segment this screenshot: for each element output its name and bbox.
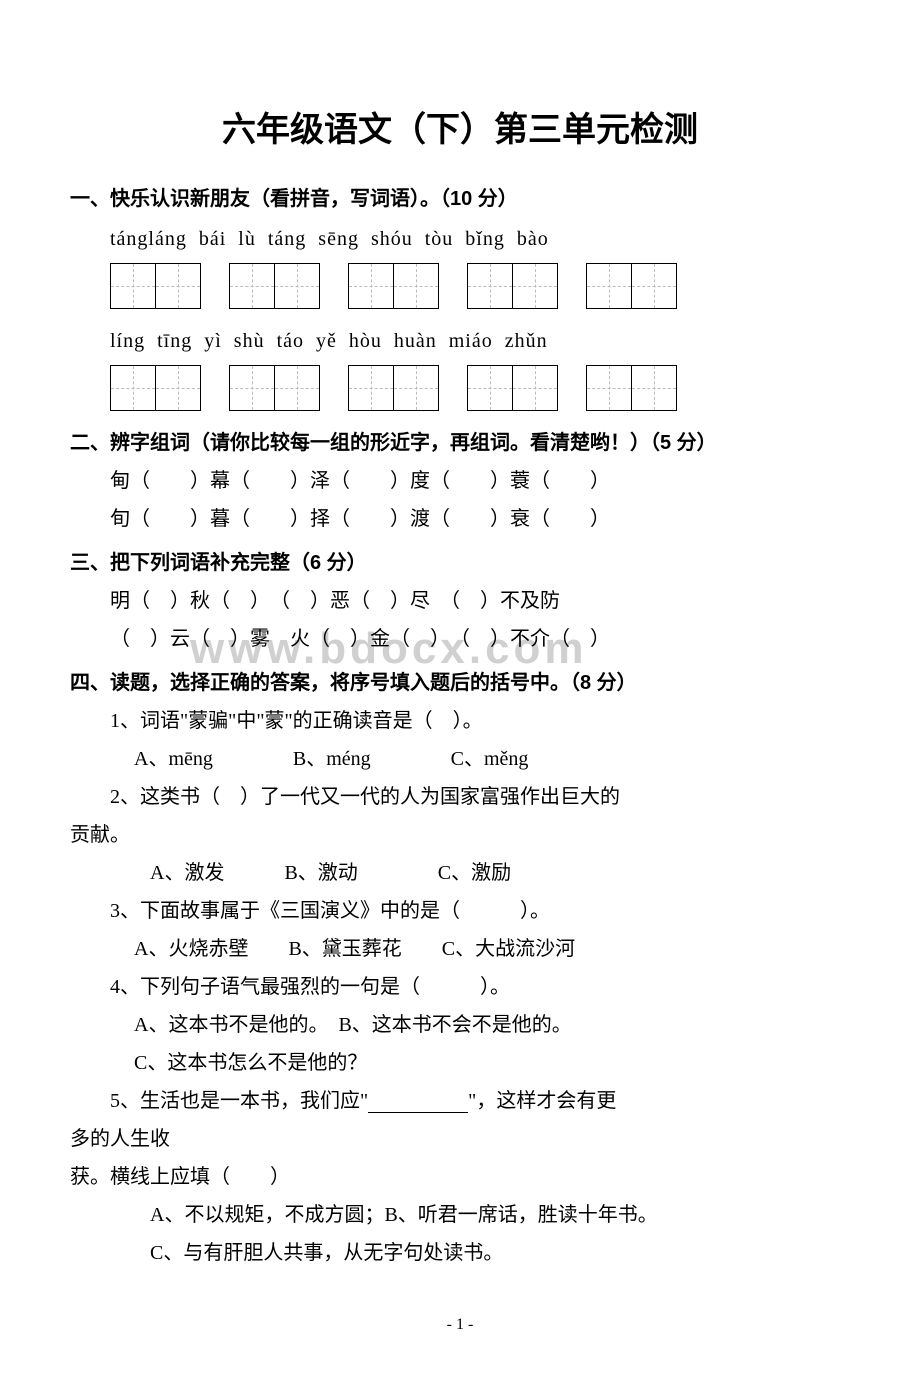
- box-group: [348, 365, 439, 411]
- q1-options: A、mēng B、méng C、měng: [70, 741, 850, 777]
- char-box[interactable]: [348, 365, 394, 411]
- char-box[interactable]: [393, 365, 439, 411]
- q2-text-1: 2、这类书（ ）了一代又一代的人为国家富强作出巨大的: [70, 779, 850, 815]
- char-box[interactable]: [586, 263, 632, 309]
- char-box[interactable]: [467, 263, 513, 309]
- section-2-header: 二、辨字组词（请你比较每一组的形近字，再组词。看清楚哟！）（5 分）: [70, 425, 850, 461]
- q5-text-2: "，这样才会有更: [468, 1090, 616, 1112]
- q4-text: 4、下列句子语气最强烈的一句是（ ）。: [70, 969, 850, 1005]
- pinyin-row-2: líng tīng yì shù táo yě hòu huàn miáo zh…: [70, 323, 850, 359]
- section-3-row-1: 明（ ）秋（ ） （ ）恶（ ）尽 （ ）不及防: [70, 583, 850, 619]
- char-box[interactable]: [512, 365, 558, 411]
- box-group: [586, 263, 677, 309]
- box-group: [110, 365, 201, 411]
- section-3-header: 三、把下列词语补充完整（6 分）: [70, 545, 850, 581]
- char-box[interactable]: [229, 263, 275, 309]
- q5-blank[interactable]: [368, 1090, 468, 1113]
- q1-text: 1、词语"蒙骗"中"蒙"的正确读音是（ ）。: [70, 703, 850, 739]
- q5-options-ab: A、不以规矩，不成方圆；B、听君一席话，胜读十年书。: [70, 1197, 850, 1233]
- char-box[interactable]: [229, 365, 275, 411]
- q2-options: A、激发 B、激动 C、激励: [70, 855, 850, 891]
- box-group: [467, 365, 558, 411]
- char-box[interactable]: [631, 263, 677, 309]
- char-box[interactable]: [110, 263, 156, 309]
- q5-text-1: 5、生活也是一本书，我们应": [110, 1090, 368, 1112]
- section-3-row-2: www.bdocx.com （ ）云（ ）雾 火（ ）金（ ） （ ）不介（ ）: [70, 621, 850, 657]
- q5-text-3: 多的人生收: [70, 1121, 850, 1157]
- q5-text-line-1: 5、生活也是一本书，我们应" "，这样才会有更: [70, 1083, 850, 1119]
- section-1-header: 一、快乐认识新朋友（看拼音，写词语）。（10 分）: [70, 181, 850, 217]
- char-box[interactable]: [155, 365, 201, 411]
- section-2-row-1: 甸（ ）幕（ ）泽（ ）度（ ）蓑（ ）: [70, 463, 850, 499]
- boxes-row-2: [110, 365, 850, 411]
- section-2-row-2: 旬（ ）暮（ ）择（ ）渡（ ）衰（ ）: [70, 501, 850, 537]
- box-group: [467, 263, 558, 309]
- pinyin-row-1: tángláng bái lù táng sēng shóu tòu bǐng …: [70, 221, 850, 257]
- q2-text-2: 贡献。: [70, 817, 850, 853]
- char-box[interactable]: [393, 263, 439, 309]
- char-box[interactable]: [155, 263, 201, 309]
- char-box[interactable]: [348, 263, 394, 309]
- char-box[interactable]: [274, 365, 320, 411]
- q4-option-c: C、这本书怎么不是他的？: [70, 1045, 850, 1081]
- char-box[interactable]: [274, 263, 320, 309]
- section-3-row-2-text: （ ）云（ ）雾 火（ ）金（ ） （ ）不介（ ）: [110, 628, 610, 650]
- box-group: [110, 263, 201, 309]
- box-group: [229, 263, 320, 309]
- q5-text-4: 获。横线上应填（ ）: [70, 1159, 850, 1195]
- char-box[interactable]: [631, 365, 677, 411]
- boxes-row-1: [110, 263, 850, 309]
- q3-options: A、火烧赤壁 B、黛玉葬花 C、大战流沙河: [70, 931, 850, 967]
- char-box[interactable]: [467, 365, 513, 411]
- char-box[interactable]: [110, 365, 156, 411]
- page-number: - 1 -: [70, 1311, 850, 1340]
- page-title: 六年级语文（下）第三单元检测: [70, 100, 850, 161]
- box-group: [229, 365, 320, 411]
- box-group: [348, 263, 439, 309]
- section-4-header: 四、读题，选择正确的答案，将序号填入题后的括号中。（8 分）: [70, 665, 850, 701]
- q5-option-c: C、与有肝胆人共事，从无字句处读书。: [70, 1235, 850, 1271]
- q4-options-ab: A、这本书不是他的。 B、这本书不会不是他的。: [70, 1007, 850, 1043]
- box-group: [586, 365, 677, 411]
- char-box[interactable]: [586, 365, 632, 411]
- q3-text: 3、下面故事属于《三国演义》中的是（ ）。: [70, 893, 850, 929]
- char-box[interactable]: [512, 263, 558, 309]
